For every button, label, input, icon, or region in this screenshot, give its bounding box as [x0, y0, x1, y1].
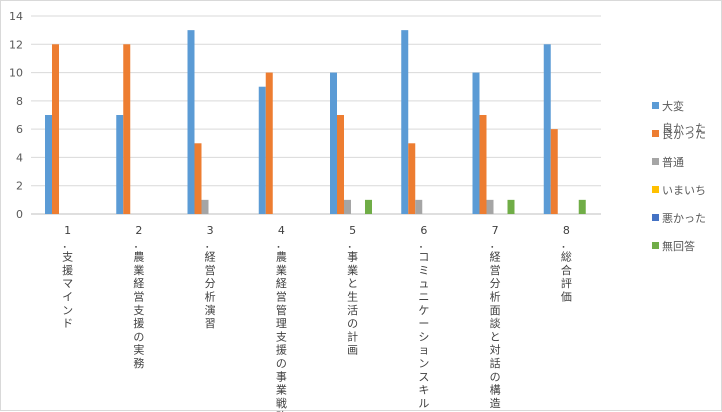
y-tick-label: 0 [16, 208, 23, 221]
bar [408, 143, 416, 214]
x-category-label: 1 ．支援マインド [62, 224, 73, 330]
bar [415, 199, 423, 214]
bar [507, 199, 515, 214]
legend-label: 良かった [662, 127, 706, 141]
legend-label: 普通 [662, 155, 684, 169]
bar [550, 129, 558, 214]
legend-swatch [652, 130, 659, 137]
y-tick-label: 12 [9, 38, 23, 51]
bar [330, 72, 337, 214]
y-tick-label: 14 [9, 10, 23, 23]
bar [45, 115, 52, 214]
legend-swatch [652, 102, 659, 109]
bar [578, 199, 586, 214]
legend-swatch [652, 214, 659, 221]
bar [472, 72, 480, 214]
y-tick-label: 2 [16, 180, 23, 193]
bar [344, 199, 351, 214]
legend-swatch [652, 158, 659, 165]
bar [337, 115, 344, 214]
bar [123, 44, 131, 215]
legend-label: 悪かった [662, 212, 706, 225]
legend-label: いまいち [662, 184, 706, 197]
legend-swatch [652, 186, 659, 193]
bar [265, 72, 273, 214]
x-category-label: 6 ．コミュニケーションスキル [418, 224, 429, 410]
bar [543, 44, 551, 215]
legend-label: 無回答 [662, 239, 695, 253]
legend-label: 大変良かった [662, 99, 706, 135]
bar [479, 115, 487, 214]
bar [194, 143, 202, 214]
bar [486, 199, 494, 214]
bar [258, 86, 266, 214]
y-tick-label: 10 [9, 67, 23, 80]
legend-swatch [652, 242, 659, 249]
y-tick-label: 8 [16, 95, 23, 108]
bar [116, 115, 124, 214]
x-category-label: 4．農業経営管理支援の事業戦略 [276, 224, 287, 412]
bar [52, 44, 59, 215]
bar [401, 30, 409, 215]
bar [201, 199, 209, 214]
x-category-label: 2 ．農業経営支援の実務 [133, 224, 144, 370]
x-category-label: 3 ．経営分析演習 [205, 224, 216, 330]
bar [365, 199, 372, 214]
bar [187, 30, 195, 215]
x-category-label: 8 ．総合評価 [561, 224, 572, 304]
y-tick-label: 6 [16, 123, 23, 136]
y-tick-label: 4 [16, 151, 23, 164]
x-category-label: 5 ．事業と生活の計画 [347, 224, 358, 357]
x-category-label: 7 ．経営分析面談と対話の構造 [490, 224, 501, 410]
